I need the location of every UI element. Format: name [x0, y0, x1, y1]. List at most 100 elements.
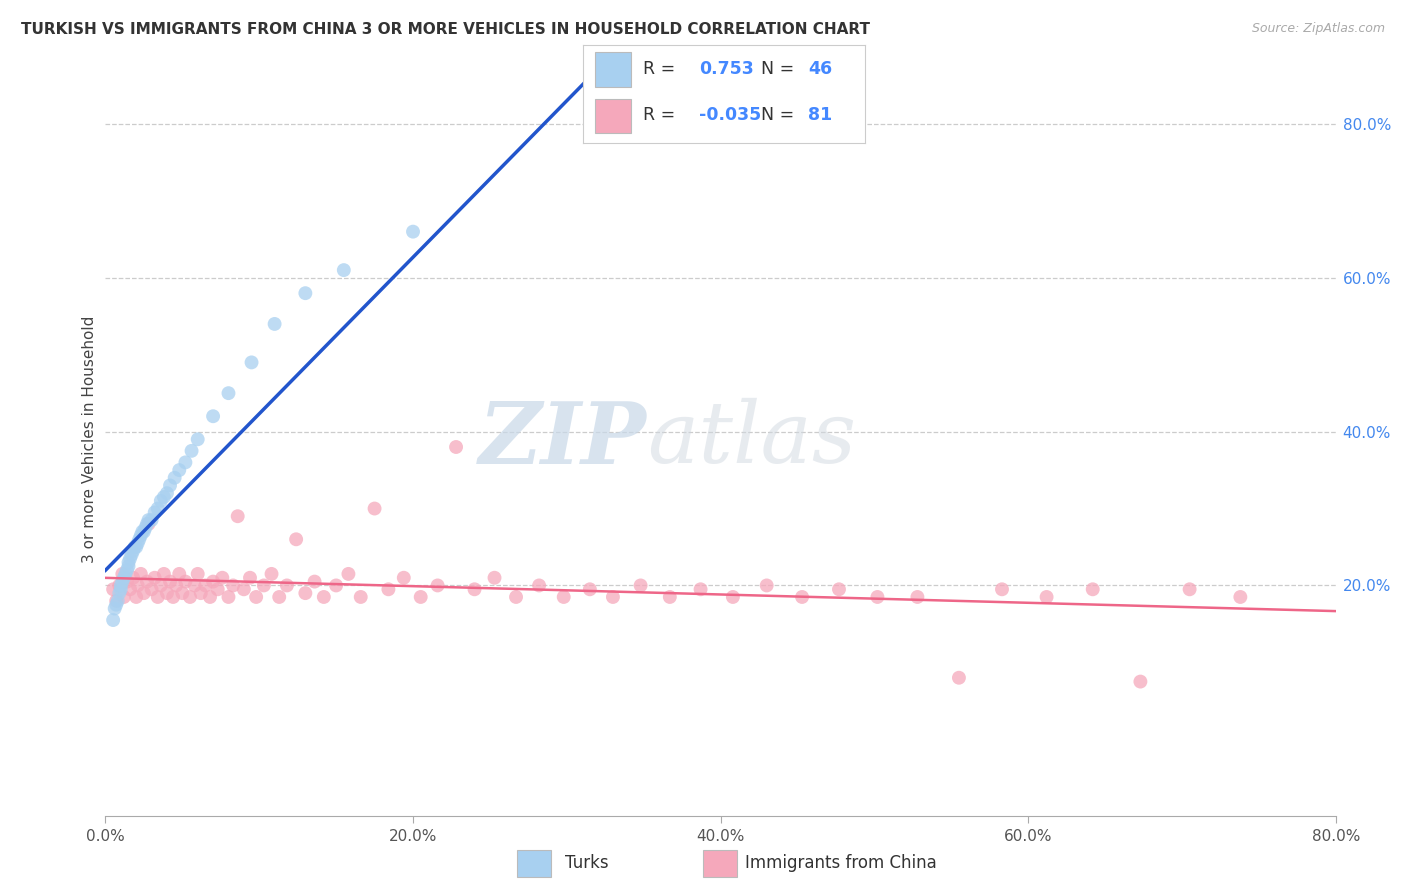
Point	[101, 613, 124, 627]
Point	[143, 571, 166, 585]
Point	[179, 590, 201, 604]
Point	[138, 513, 160, 527]
Point	[108, 586, 131, 600]
Point	[121, 548, 143, 562]
Point	[136, 574, 159, 589]
Point	[149, 578, 172, 592]
Text: Turks: Turks	[565, 855, 609, 872]
Point	[110, 578, 132, 592]
Point	[527, 578, 550, 592]
FancyBboxPatch shape	[595, 53, 631, 87]
Point	[377, 582, 399, 597]
Point	[162, 590, 184, 604]
Point	[128, 533, 150, 547]
Point	[790, 590, 813, 604]
Point	[111, 566, 134, 581]
Point	[163, 471, 186, 485]
FancyBboxPatch shape	[517, 850, 551, 877]
Y-axis label: 3 or more Vehicles in Household: 3 or more Vehicles in Household	[82, 316, 97, 563]
Point	[138, 516, 160, 531]
Point	[108, 578, 131, 592]
Point	[104, 601, 127, 615]
Text: 81: 81	[808, 106, 832, 124]
Point	[363, 501, 385, 516]
Point	[269, 590, 291, 604]
Point	[658, 590, 681, 604]
Point	[304, 574, 326, 589]
Point	[325, 578, 347, 592]
Point	[444, 440, 467, 454]
Point	[125, 590, 148, 604]
Point	[111, 574, 134, 589]
Point	[187, 566, 209, 581]
Point	[337, 566, 360, 581]
Point	[579, 582, 602, 597]
Point	[131, 524, 153, 539]
Point	[948, 671, 970, 685]
Point	[159, 574, 181, 589]
Point	[1081, 582, 1104, 597]
Point	[136, 516, 159, 531]
Point	[117, 559, 139, 574]
Point	[207, 582, 229, 597]
Point	[114, 566, 136, 581]
Point	[245, 590, 267, 604]
Point	[392, 571, 415, 585]
Point	[260, 566, 283, 581]
Point	[484, 571, 506, 585]
Point	[866, 590, 889, 604]
Point	[222, 578, 245, 592]
Text: N =: N =	[761, 60, 800, 78]
Point	[124, 540, 146, 554]
Text: TURKISH VS IMMIGRANTS FROM CHINA 3 OR MORE VEHICLES IN HOUSEHOLD CORRELATION CHA: TURKISH VS IMMIGRANTS FROM CHINA 3 OR MO…	[21, 22, 870, 37]
Point	[1229, 590, 1251, 604]
Point	[276, 578, 298, 592]
Point	[169, 463, 191, 477]
Point	[141, 513, 163, 527]
Text: 46: 46	[808, 60, 832, 78]
Point	[409, 590, 432, 604]
Point	[226, 509, 249, 524]
Point	[165, 578, 187, 592]
Point	[907, 590, 929, 604]
Point	[141, 582, 163, 597]
Point	[183, 578, 205, 592]
Point	[190, 586, 212, 600]
Point	[169, 566, 191, 581]
Text: -0.035: -0.035	[699, 106, 761, 124]
Point	[991, 582, 1014, 597]
Point	[156, 486, 179, 500]
Point	[294, 586, 316, 600]
Point	[232, 582, 254, 597]
Point	[146, 590, 169, 604]
Point	[134, 521, 156, 535]
Point	[159, 478, 181, 492]
Point	[127, 578, 149, 592]
Text: Source: ZipAtlas.com: Source: ZipAtlas.com	[1251, 22, 1385, 36]
Point	[553, 590, 575, 604]
Point	[202, 409, 225, 424]
Point	[350, 590, 373, 604]
Point	[122, 544, 145, 558]
Point	[120, 551, 141, 566]
Point	[153, 490, 176, 504]
Point	[218, 590, 240, 604]
Point	[426, 578, 449, 592]
Point	[263, 317, 285, 331]
Point	[755, 578, 778, 592]
Point	[505, 590, 527, 604]
Text: R =: R =	[643, 60, 681, 78]
Point	[194, 578, 217, 592]
Point	[125, 540, 148, 554]
Point	[174, 574, 197, 589]
Point	[240, 355, 263, 369]
Point	[1035, 590, 1057, 604]
Point	[115, 574, 138, 589]
Point	[132, 524, 155, 539]
Text: ZIP: ZIP	[479, 398, 647, 481]
Point	[1129, 674, 1152, 689]
Point	[105, 594, 128, 608]
Point	[149, 493, 172, 508]
Point	[630, 578, 652, 592]
Point	[202, 574, 225, 589]
